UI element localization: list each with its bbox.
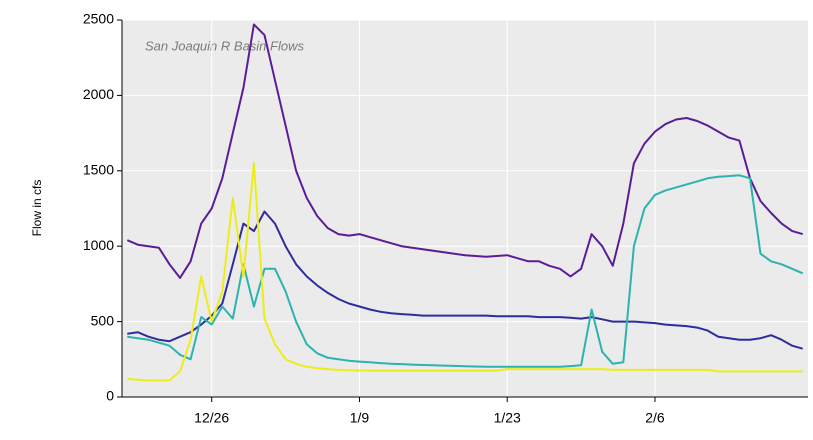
y-tick-label: 500 [91, 312, 115, 328]
y-axis-label: Flow in cfs [30, 180, 44, 237]
y-tick-label: 2000 [83, 86, 114, 102]
y-tick-label: 1500 [83, 162, 114, 178]
plot-area [122, 20, 808, 397]
data-line [126, 23, 803, 279]
data-line [127, 210, 803, 350]
x-tick-label: 2/6 [645, 410, 665, 426]
y-tick-label: 2500 [83, 11, 114, 27]
x-tick-label: 1/9 [350, 410, 370, 426]
x-tick-label: 12/26 [194, 410, 229, 426]
x-tick-label: 1/23 [494, 410, 521, 426]
data-line [127, 162, 803, 382]
y-tick-label: 1000 [83, 237, 114, 253]
chart-title: San Joaquin R Basin Flows [145, 38, 304, 53]
y-tick-label: 0 [106, 388, 114, 404]
data-line [127, 174, 804, 368]
